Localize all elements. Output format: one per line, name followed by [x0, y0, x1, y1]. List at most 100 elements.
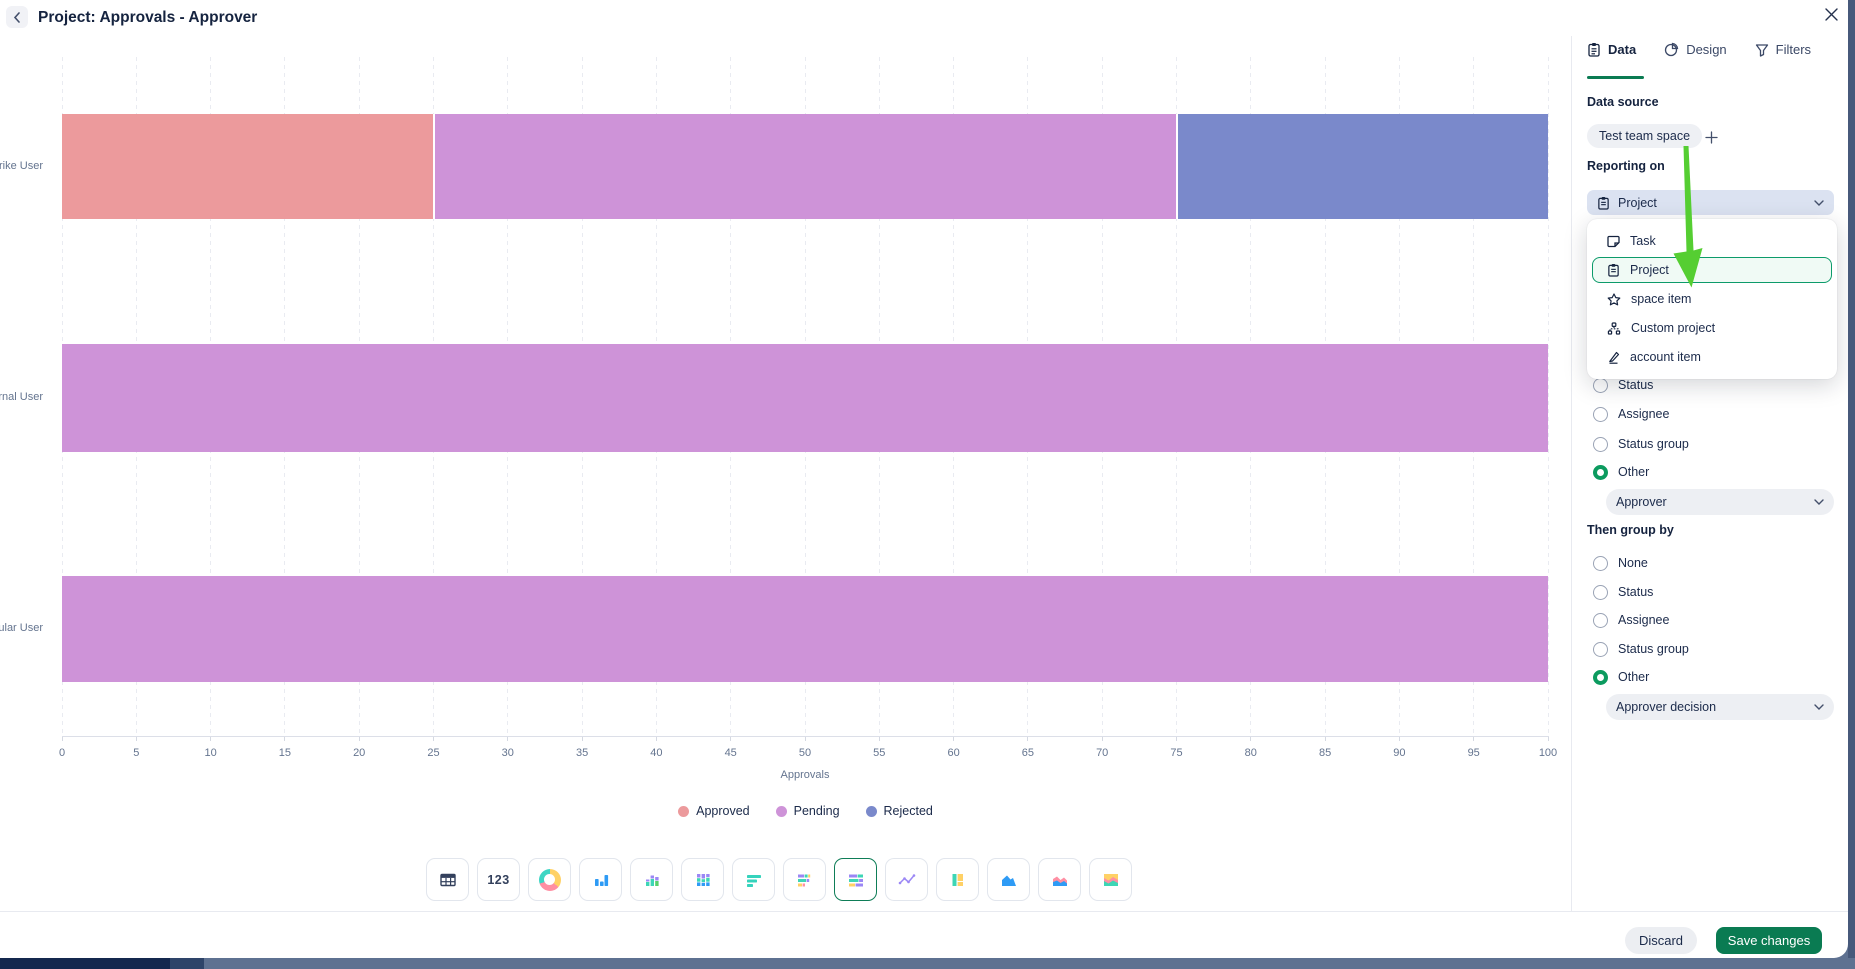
then-group-by-option-other[interactable]: Other — [1593, 667, 1649, 687]
radio-icon — [1593, 555, 1608, 571]
chart-type-stacked-bar-100-button[interactable] — [834, 858, 877, 901]
dropdown-item-label: space item — [1631, 292, 1692, 306]
dropdown-item-custom-project[interactable]: Custom project — [1592, 315, 1832, 341]
filter-funnel-icon — [1755, 43, 1768, 57]
star-icon — [1607, 292, 1621, 305]
tick-label: 85 — [1318, 747, 1332, 759]
tick-mark — [1250, 737, 1252, 741]
tick-label: 0 — [58, 747, 66, 759]
legend-dot-rejected — [865, 805, 877, 817]
chart-legend: Approved Pending Rejected — [62, 804, 1549, 818]
tick-mark — [581, 737, 583, 741]
then-group-by-option-assignee[interactable]: Assignee — [1593, 610, 1669, 630]
radio-icon — [1593, 612, 1608, 628]
then-group-by-option-status-group[interactable]: Status group — [1593, 639, 1689, 659]
group-by-option-assignee[interactable]: Assignee — [1593, 404, 1669, 424]
header: Project: Approvals - Approver — [0, 0, 1848, 36]
gridline — [1547, 57, 1549, 736]
then-group-by-other-select[interactable]: Approver decision — [1606, 694, 1834, 720]
legend-item-approved[interactable]: Approved — [678, 804, 750, 818]
bar-segment-pending[interactable] — [62, 344, 1548, 452]
discard-button[interactable]: Discard — [1625, 927, 1697, 954]
tab-filters[interactable]: Filters — [1755, 42, 1811, 61]
bar-segment-rejected[interactable] — [1175, 114, 1548, 219]
chevron-down-icon — [1814, 199, 1824, 206]
close-icon — [1824, 7, 1838, 21]
bar-segment-approved[interactable] — [62, 114, 433, 219]
stacked-column-100-icon — [696, 873, 710, 886]
then-group-by-option-none[interactable]: None — [1593, 553, 1648, 573]
clipboard-icon — [1598, 196, 1609, 210]
tick-mark — [210, 737, 212, 741]
then-group-by-option-status[interactable]: Status — [1593, 582, 1653, 602]
line-chart-icon — [898, 873, 915, 884]
tick-label: 15 — [278, 747, 292, 759]
chart-type-line-button[interactable] — [885, 858, 928, 901]
dropdown-item-space-item[interactable]: space item — [1592, 286, 1832, 312]
reporting-on-value: Project — [1618, 195, 1657, 210]
tab-data[interactable]: Data — [1587, 42, 1636, 61]
chart-type-toolbar: 123 — [426, 858, 1132, 901]
reporting-on-select[interactable]: Project — [1587, 190, 1834, 215]
group-by-option-other[interactable]: Other — [1593, 462, 1649, 482]
legend-item-pending[interactable]: Pending — [775, 804, 840, 818]
chart-type-stacked-bar-button[interactable] — [783, 858, 826, 901]
tick-mark — [878, 737, 880, 741]
chart-type-bar-button[interactable] — [732, 858, 775, 901]
reporting-on-dropdown: Task Project space item Custom project a… — [1587, 219, 1837, 379]
chart-type-stacked-column-button[interactable] — [630, 858, 673, 901]
close-button[interactable] — [1820, 3, 1842, 25]
chart-type-donut-button[interactable] — [528, 858, 571, 901]
category-label: ternal User — [0, 391, 43, 403]
tick-label: 65 — [1021, 747, 1035, 759]
chart-type-stacked-column-100-button[interactable] — [681, 858, 724, 901]
chart-type-number-button[interactable]: 123 — [477, 858, 520, 901]
tick-label: 20 — [353, 747, 366, 759]
number-123-icon: 123 — [487, 872, 510, 887]
legend-item-rejected[interactable]: Rejected — [865, 804, 933, 818]
active-tab-underline — [1587, 76, 1644, 79]
chart-type-table-button[interactable] — [426, 858, 469, 901]
chart-type-stacked-area-100-button[interactable] — [1089, 858, 1132, 901]
radio-checked-icon — [1593, 464, 1608, 480]
chart-type-column-100-blocks-button[interactable] — [936, 858, 979, 901]
dropdown-item-project[interactable]: Project — [1592, 257, 1832, 283]
radio-label: None — [1618, 556, 1648, 570]
tick-mark — [730, 737, 732, 741]
tick-label: 50 — [798, 747, 812, 759]
page-title: Project: Approvals - Approver — [38, 9, 258, 26]
column-chart-icon — [594, 874, 608, 886]
plus-icon — [1704, 130, 1718, 144]
stacked-area-chart-icon — [1052, 876, 1067, 886]
tab-label: Filters — [1775, 42, 1812, 57]
group-by-other-select[interactable]: Approver — [1606, 489, 1834, 515]
save-changes-button[interactable]: Save changes — [1716, 927, 1822, 954]
chart-type-area-button[interactable] — [987, 858, 1030, 901]
data-source-heading: Data source — [1587, 95, 1659, 109]
tab-label: Design — [1686, 42, 1727, 57]
chevron-down-icon — [1814, 704, 1824, 710]
tick-mark — [284, 737, 286, 741]
data-source-chip[interactable]: Test team space — [1587, 124, 1703, 148]
tick-mark — [1027, 737, 1029, 741]
chart-type-column-button[interactable] — [579, 858, 622, 901]
group-by-option-status-group[interactable]: Status group — [1593, 434, 1689, 454]
tick-label: 100 — [1538, 747, 1558, 759]
pen-icon — [1609, 351, 1620, 364]
then-group-by-heading: Then group by — [1587, 523, 1674, 537]
stacked-column-chart-icon — [645, 875, 659, 886]
bar-segment-pending[interactable] — [62, 576, 1548, 682]
tab-label: Data — [1608, 42, 1637, 57]
task-icon — [1607, 235, 1620, 247]
x-axis-line — [62, 736, 1549, 737]
tick-label: 30 — [501, 747, 514, 759]
dropdown-item-account-item[interactable]: account item — [1592, 344, 1832, 370]
back-button[interactable] — [6, 6, 28, 28]
add-data-source-button[interactable] — [1702, 128, 1720, 146]
bar-segment-pending[interactable] — [432, 114, 1176, 219]
chart-type-stacked-area-button[interactable] — [1038, 858, 1081, 901]
radio-label: Other — [1618, 465, 1650, 479]
tick-label: 90 — [1393, 747, 1406, 759]
tab-design[interactable]: Design — [1664, 42, 1727, 61]
dropdown-item-task[interactable]: Task — [1592, 228, 1832, 254]
